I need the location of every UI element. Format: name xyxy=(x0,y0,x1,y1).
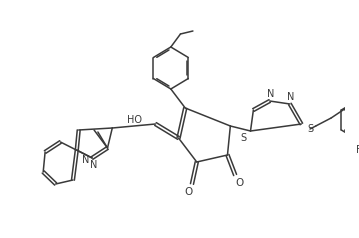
Text: O: O xyxy=(184,187,192,197)
Text: N: N xyxy=(287,92,294,102)
Text: N: N xyxy=(267,89,274,99)
Text: F: F xyxy=(356,145,359,155)
Text: O: O xyxy=(236,178,244,188)
Text: N: N xyxy=(82,155,89,165)
Text: N: N xyxy=(90,160,98,170)
Text: S: S xyxy=(241,133,247,143)
Text: HO: HO xyxy=(127,115,142,125)
Text: S: S xyxy=(307,124,313,134)
